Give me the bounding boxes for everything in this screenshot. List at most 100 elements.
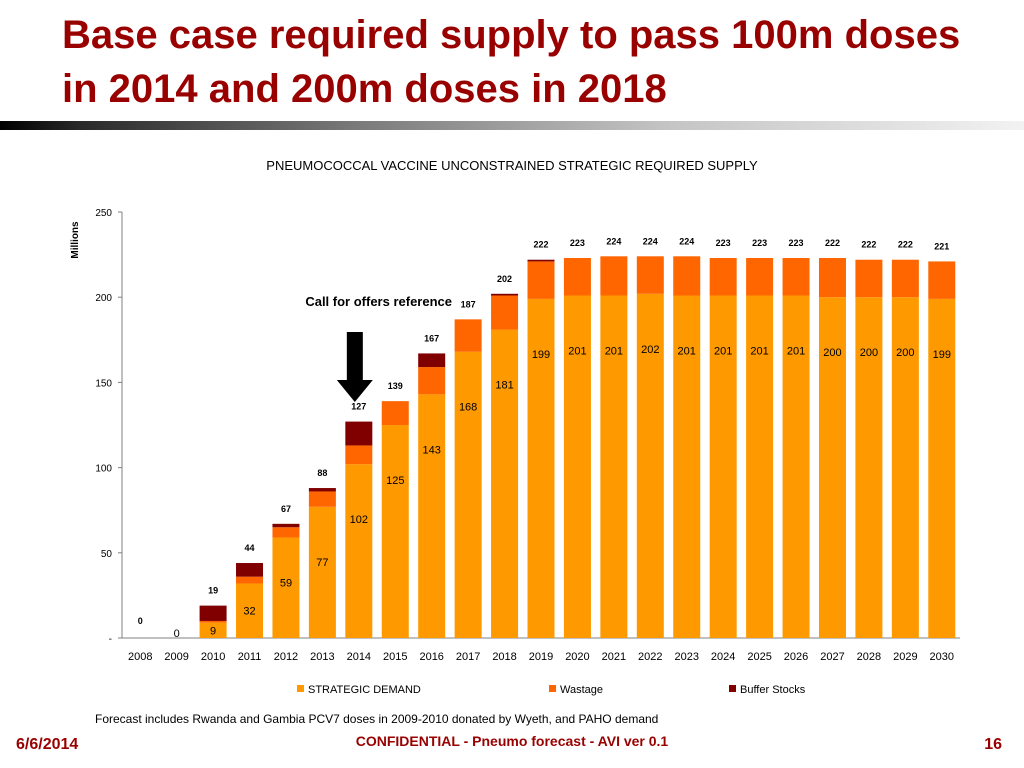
bar-value-label: 102 bbox=[350, 514, 368, 526]
bar-total-label: 223 bbox=[789, 238, 804, 248]
annotation-label: Call for offers reference bbox=[305, 294, 452, 309]
y-axis-label: Millions bbox=[70, 221, 81, 259]
bar-value-label: 201 bbox=[787, 345, 805, 357]
bar-value-label: 200 bbox=[823, 347, 841, 359]
bar-segment-strategic-demand bbox=[709, 295, 737, 638]
bar-total-label: 202 bbox=[497, 274, 512, 284]
bar-segment-strategic-demand bbox=[855, 297, 883, 638]
bar-segment-wastage bbox=[345, 445, 373, 465]
bar-segment-buffer-stocks bbox=[199, 605, 227, 621]
legend-label: Buffer Stocks bbox=[740, 684, 806, 696]
bar-total-label: 139 bbox=[388, 381, 403, 391]
y-tick-label: 50 bbox=[101, 549, 113, 560]
bar-total-label: 167 bbox=[424, 333, 439, 343]
y-tick-label: - bbox=[109, 634, 112, 645]
bar-value-label: 0 bbox=[174, 628, 180, 640]
bar-segment-strategic-demand bbox=[600, 295, 628, 638]
bar-total-label: 224 bbox=[679, 236, 694, 246]
bar-segment-strategic-demand bbox=[782, 295, 810, 638]
bar-value-label: 32 bbox=[243, 606, 255, 618]
bar-value-label: 201 bbox=[714, 345, 732, 357]
x-tick-label: 2021 bbox=[602, 651, 626, 663]
bar-segment-strategic-demand bbox=[636, 293, 664, 638]
x-tick-label: 2018 bbox=[492, 651, 516, 663]
bar-segment-buffer-stocks bbox=[272, 523, 300, 528]
bar-segment-wastage bbox=[746, 258, 774, 296]
legend-swatch bbox=[297, 685, 304, 692]
bar-value-label: 77 bbox=[316, 557, 328, 569]
bar-segment-strategic-demand bbox=[928, 298, 956, 638]
page-number: 16 bbox=[984, 736, 1002, 753]
x-tick-label: 2017 bbox=[456, 651, 480, 663]
bar-value-label: 201 bbox=[750, 345, 768, 357]
bar-segment-strategic-demand bbox=[272, 537, 300, 638]
x-tick-label: 2008 bbox=[128, 651, 152, 663]
x-tick-label: 2022 bbox=[638, 651, 662, 663]
x-tick-label: 2025 bbox=[747, 651, 771, 663]
bar-segment-wastage bbox=[673, 256, 701, 296]
annotation-arrow-head bbox=[336, 380, 373, 402]
bar-segment-wastage bbox=[818, 258, 846, 298]
bar-total-label: 222 bbox=[533, 240, 548, 250]
bar-segment-wastage bbox=[855, 259, 883, 298]
y-tick-label: 150 bbox=[95, 378, 112, 389]
y-tick-label: 100 bbox=[95, 464, 112, 475]
x-tick-label: 2020 bbox=[565, 651, 589, 663]
legend-label: STRATEGIC DEMAND bbox=[308, 684, 421, 696]
bar-total-label: 187 bbox=[461, 299, 476, 309]
x-tick-label: 2013 bbox=[310, 651, 334, 663]
forecast-footnote: Forecast includes Rwanda and Gambia PCV7… bbox=[95, 712, 659, 726]
bar-segment-strategic-demand bbox=[199, 622, 227, 638]
legend-label: Wastage bbox=[560, 684, 603, 696]
legend-swatch bbox=[549, 685, 556, 692]
bar-segment-strategic-demand bbox=[418, 394, 446, 638]
bar-segment-wastage bbox=[527, 261, 555, 299]
bar-value-label: 125 bbox=[386, 475, 404, 487]
bar-segment-wastage bbox=[891, 259, 919, 298]
bar-total-label: 88 bbox=[317, 468, 327, 478]
x-tick-label: 2012 bbox=[274, 651, 298, 663]
bar-value-label: 143 bbox=[423, 444, 441, 456]
bar-segment-wastage bbox=[563, 258, 591, 296]
x-tick-label: 2009 bbox=[164, 651, 188, 663]
bar-value-label: 199 bbox=[933, 349, 951, 361]
bar-segment-wastage bbox=[272, 527, 300, 538]
x-tick-label: 2015 bbox=[383, 651, 407, 663]
footer-confidential: CONFIDENTIAL - Pneumo forecast - AVI ver… bbox=[355, 733, 669, 749]
x-tick-label: 2028 bbox=[857, 651, 881, 663]
bar-segment-strategic-demand bbox=[308, 506, 336, 638]
bar-value-label: 59 bbox=[280, 578, 292, 590]
x-tick-label: 2010 bbox=[201, 651, 225, 663]
bar-segment-strategic-demand bbox=[236, 583, 264, 638]
bar-segment-strategic-demand bbox=[454, 351, 482, 638]
bar-total-label: 67 bbox=[281, 504, 291, 514]
x-tick-label: 2026 bbox=[784, 651, 808, 663]
slide-title: Base case required supply to pass 100m d… bbox=[62, 13, 961, 111]
stacked-bar-chart: PNEUMOCOCCAL VACCINE UNCONSTRAINED STRAT… bbox=[70, 158, 960, 696]
bar-value-label: 201 bbox=[605, 345, 623, 357]
bar-value-label: 168 bbox=[459, 402, 477, 414]
bar-value-label: 181 bbox=[495, 380, 513, 392]
chart-title: PNEUMOCOCCAL VACCINE UNCONSTRAINED STRAT… bbox=[266, 158, 758, 173]
x-tick-label: 2030 bbox=[930, 651, 954, 663]
bar-segment-wastage bbox=[928, 261, 956, 299]
bar-segment-buffer-stocks bbox=[308, 488, 336, 492]
bar-segment-wastage bbox=[782, 258, 810, 296]
bar-segment-wastage bbox=[454, 319, 482, 352]
bar-segment-wastage bbox=[491, 295, 519, 330]
bar-segment-strategic-demand bbox=[381, 425, 409, 638]
x-tick-label: 2023 bbox=[674, 651, 698, 663]
bar-total-label: 0 bbox=[138, 616, 143, 626]
bar-segment-wastage bbox=[418, 367, 446, 395]
bar-segment-buffer-stocks bbox=[418, 353, 446, 368]
bar-segment-strategic-demand bbox=[527, 298, 555, 638]
bar-total-label: 127 bbox=[351, 402, 366, 412]
x-tick-label: 2029 bbox=[893, 651, 917, 663]
bar-segment-strategic-demand bbox=[563, 295, 591, 638]
title-divider bbox=[0, 121, 1024, 130]
bar-value-label: 200 bbox=[896, 347, 914, 359]
bar-value-label: 202 bbox=[641, 344, 659, 356]
bar-total-label: 223 bbox=[752, 238, 767, 248]
y-tick-label: 200 bbox=[95, 293, 112, 304]
bar-segment-wastage bbox=[199, 620, 227, 623]
